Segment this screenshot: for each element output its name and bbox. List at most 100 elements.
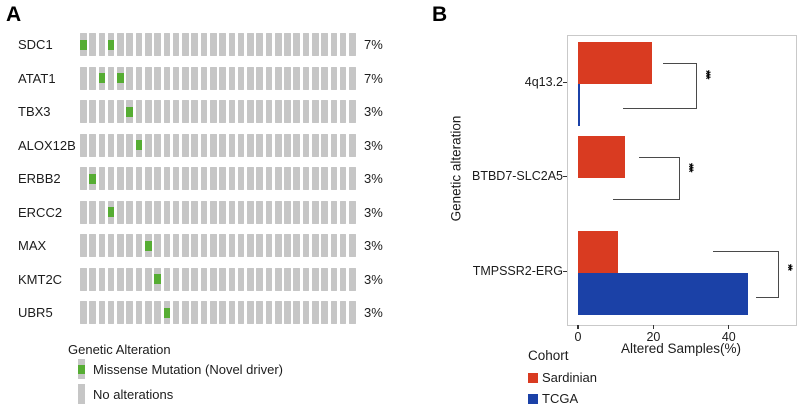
sample-tile [256, 301, 263, 324]
sample-tile [247, 133, 254, 157]
sample-tile [191, 267, 198, 291]
x-tick-mark [652, 325, 655, 329]
sample-tile [126, 301, 133, 324]
missense-mutation-mark [126, 106, 133, 117]
sample-tile [191, 33, 198, 56]
gene-label: ERBB2 [18, 171, 61, 186]
sample-tile [247, 100, 254, 123]
sample-tile [265, 100, 273, 123]
y-tick-label-4q13.2: 4q13.2 [524, 75, 563, 89]
sample-tile [321, 200, 328, 224]
oncoprint-row [80, 200, 356, 224]
sample-tile [144, 267, 152, 291]
sample-tile [80, 100, 87, 123]
sample-tile [80, 200, 87, 224]
sample-tile [330, 200, 338, 224]
sample-tile [274, 301, 282, 324]
sample-tile [182, 234, 189, 257]
sample-tile [330, 33, 338, 56]
sample-tile [135, 66, 143, 90]
sample-tile [284, 301, 291, 324]
sample-tile [256, 200, 263, 224]
sample-tile [98, 301, 106, 324]
sample-tile [256, 267, 263, 291]
sample-tile [144, 33, 152, 56]
sample-tile [330, 234, 338, 257]
sample-tile [182, 167, 189, 190]
sample-tile [80, 167, 87, 190]
sample-tile [107, 234, 115, 257]
sample-tile [293, 301, 301, 324]
sample-tile [144, 100, 152, 123]
sample-tile [126, 133, 133, 157]
sample-tile [163, 167, 171, 190]
sample-tile [237, 301, 245, 324]
sample-tile [330, 301, 338, 324]
sample-tile [154, 100, 161, 123]
sample-tile [98, 66, 106, 90]
gene-label: UBR5 [18, 305, 53, 320]
sample-tile [349, 33, 356, 56]
alteration-percent: 3% [364, 137, 383, 153]
sample-tile [117, 66, 124, 90]
sample-tile [98, 200, 106, 224]
sample-tile [126, 267, 133, 291]
sample-tile [339, 301, 347, 324]
missense-mutation-mark [89, 173, 96, 184]
sample-tile [117, 33, 124, 56]
oncoprint-row [80, 234, 356, 257]
sample-tile [247, 66, 254, 90]
sample-tile [274, 66, 282, 90]
sample-tile [126, 100, 133, 123]
y-tick-mark [563, 271, 567, 273]
sample-tile [339, 66, 347, 90]
sample-tile [135, 133, 143, 157]
missense-legend-label: Missense Mutation (Novel driver) [93, 361, 284, 377]
sample-tile [89, 234, 96, 257]
sample-tile [135, 167, 143, 190]
sample-tile [209, 167, 217, 190]
sample-tile [265, 133, 273, 157]
sample-tile [107, 33, 115, 56]
sample-tile [154, 66, 161, 90]
x-tick-label: 20 [646, 330, 661, 344]
sample-tile [163, 200, 171, 224]
sample-tile [265, 200, 273, 224]
significance-stars: *** [682, 163, 694, 171]
missense-mutation-mark [98, 73, 106, 83]
sample-tile [349, 66, 356, 90]
sample-tile [237, 66, 245, 90]
missense-tile-icon [78, 359, 85, 379]
sample-tile [172, 133, 180, 157]
sample-tile [117, 200, 124, 224]
y-tick-mark [563, 82, 567, 84]
x-tick-label: 40 [721, 330, 736, 344]
sample-tile [98, 167, 106, 190]
sample-tile [126, 66, 133, 90]
sample-tile [339, 100, 347, 123]
bar-chart-plot-area: *** *** ** [567, 35, 797, 326]
sample-tile [200, 133, 208, 157]
sample-tile [163, 301, 171, 324]
sample-tile [247, 200, 254, 224]
x-tick-mark [577, 325, 579, 329]
missense-mutation-mark [163, 307, 171, 318]
sample-tile [200, 100, 208, 123]
sample-tile [154, 200, 161, 224]
significance-bracket [613, 199, 680, 201]
missense-mutation-mark [107, 39, 115, 50]
oncoprint-legend-title: Genetic Alteration [68, 342, 171, 357]
alteration-percent: 3% [364, 171, 383, 186]
panel-a-label: A [6, 3, 22, 26]
sample-tile [80, 301, 87, 324]
gene-label: KMT2C [18, 271, 63, 287]
sample-tile [349, 100, 356, 123]
missense-mutation-mark [144, 240, 152, 251]
sample-tile [107, 301, 115, 324]
sample-tile [200, 66, 208, 90]
sample-tile [172, 234, 180, 257]
sample-tile [163, 33, 171, 56]
tcga-legend-label: TCGA [542, 391, 579, 406]
sample-tile [265, 267, 273, 291]
sample-tile [247, 301, 254, 324]
